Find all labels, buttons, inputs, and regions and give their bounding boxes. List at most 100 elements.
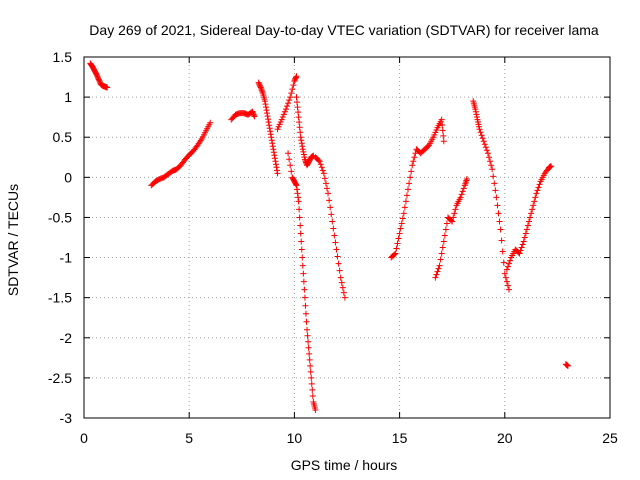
data-point (306, 356, 313, 363)
y-tick-label: -0.5 (48, 209, 72, 225)
data-point (274, 170, 281, 177)
data-point (329, 218, 336, 225)
data-point (503, 278, 510, 285)
data-point (297, 230, 304, 237)
data-point (296, 206, 303, 213)
series-seg-09-crash (285, 150, 319, 413)
data-point (287, 94, 294, 101)
data-point (268, 134, 275, 141)
y-tick-label: 0 (64, 169, 72, 185)
data-point (301, 286, 308, 293)
data-point (458, 191, 465, 198)
data-point (284, 103, 291, 110)
data-point (258, 85, 265, 92)
data-point (440, 238, 447, 245)
data-point (308, 380, 315, 387)
series-seg-23 (562, 361, 571, 369)
data-point (285, 100, 292, 107)
data-point (298, 246, 305, 253)
data-point (301, 156, 308, 163)
data-point (322, 180, 329, 187)
data-point (396, 230, 403, 237)
data-point (300, 148, 307, 155)
series-seg-03-06 (148, 119, 214, 189)
chart-title: Day 269 of 2021, Sidereal Day-to-day VTE… (89, 22, 599, 38)
data-point (521, 234, 528, 241)
data-point (528, 210, 535, 217)
data-point (304, 326, 311, 333)
data-point (492, 187, 499, 194)
data-point (481, 141, 488, 148)
data-point (503, 266, 510, 273)
data-point (292, 74, 299, 81)
data-point (288, 168, 295, 175)
data-point (406, 180, 413, 187)
data-point (307, 368, 314, 375)
data-point (332, 239, 339, 246)
data-point (294, 190, 301, 197)
data-point (495, 210, 502, 217)
data-point (395, 235, 402, 242)
data-point (334, 253, 341, 260)
data-points (87, 60, 571, 413)
data-point (564, 362, 571, 369)
data-point (534, 187, 541, 194)
data-point (500, 259, 507, 266)
data-point (402, 198, 409, 205)
x-axis-label: GPS time / hours (291, 457, 398, 473)
data-point (499, 248, 506, 255)
data-point (301, 294, 308, 301)
data-point (488, 162, 495, 169)
data-point (331, 232, 338, 239)
data-point (272, 158, 279, 165)
data-point (448, 217, 455, 224)
data-point (336, 267, 343, 274)
data-point (294, 99, 301, 106)
data-point (438, 250, 445, 257)
series-seg-08-09 (255, 79, 281, 177)
data-point (473, 111, 480, 118)
data-point (520, 238, 527, 245)
data-point (393, 245, 400, 252)
data-point (409, 162, 416, 169)
data-point (266, 122, 273, 129)
y-tick-label: -2.5 (48, 370, 72, 386)
data-point (295, 194, 302, 201)
data-point (335, 260, 342, 267)
data-point (522, 230, 529, 237)
data-point (391, 251, 398, 258)
data-point (267, 128, 274, 135)
data-point (263, 107, 270, 114)
data-point (532, 194, 539, 201)
data-point (478, 132, 485, 139)
data-point (303, 318, 310, 325)
data-point (320, 170, 327, 177)
data-point (527, 214, 534, 221)
data-point (525, 218, 532, 225)
data-point (440, 132, 447, 139)
data-point (305, 344, 312, 351)
data-point (302, 310, 309, 317)
data-point (487, 158, 494, 165)
data-point (305, 338, 312, 345)
data-point (479, 135, 486, 142)
data-point (207, 119, 214, 126)
data-point (257, 84, 264, 91)
data-point (294, 104, 301, 111)
data-point (267, 131, 274, 138)
data-point (486, 154, 493, 161)
data-point (405, 186, 412, 193)
data-point (330, 225, 337, 232)
data-point (438, 116, 445, 123)
data-point (432, 274, 439, 281)
data-point (463, 175, 470, 182)
data-point (324, 185, 331, 192)
data-point (441, 232, 448, 239)
data-point (300, 278, 307, 285)
data-point (316, 158, 323, 165)
data-point (264, 110, 271, 117)
data-point (268, 137, 275, 144)
data-point (279, 113, 286, 120)
data-point (327, 204, 334, 211)
data-point (294, 186, 301, 193)
